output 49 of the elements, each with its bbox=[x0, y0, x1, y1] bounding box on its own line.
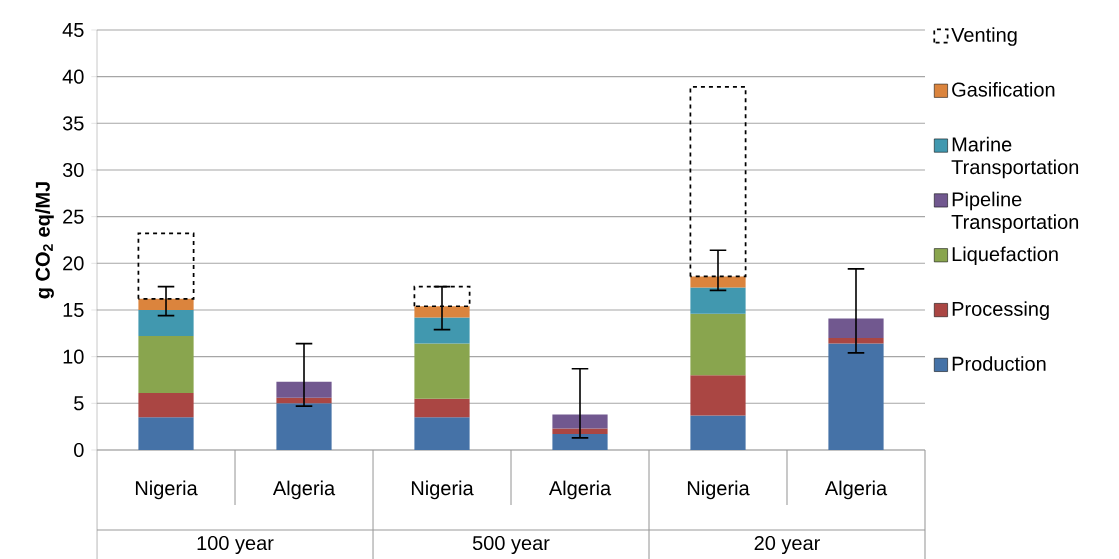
legend-label: Venting bbox=[951, 27, 1017, 46]
bar bbox=[276, 381, 332, 398]
bar bbox=[414, 343, 470, 399]
bar bbox=[828, 343, 884, 450]
x-tick-label: Nigeria bbox=[687, 480, 750, 500]
text: 100 year bbox=[197, 535, 274, 555]
text: 20 year bbox=[754, 535, 820, 555]
bar bbox=[414, 317, 470, 344]
x-tick-label: Algeria bbox=[824, 480, 888, 500]
bar bbox=[138, 417, 194, 450]
y-tick-label: 5 bbox=[74, 396, 84, 411]
x-tick-label: Algeria bbox=[272, 480, 336, 500]
y-tick-label: 35 bbox=[62, 116, 84, 131]
bar bbox=[690, 375, 746, 416]
bar bbox=[690, 313, 746, 376]
bar bbox=[828, 318, 884, 338]
x-tick-label: Algeria bbox=[548, 480, 612, 500]
bar bbox=[690, 276, 746, 288]
y-tick-label: 40 bbox=[62, 69, 84, 84]
legend-label: Gasification bbox=[952, 82, 1055, 97]
bar bbox=[414, 417, 470, 450]
bar bbox=[414, 398, 470, 418]
y-tick-label: 10 bbox=[63, 349, 84, 364]
x-tick-label: Nigeria bbox=[411, 480, 474, 500]
bar bbox=[552, 414, 608, 429]
x-tick-label: Nigeria bbox=[135, 480, 198, 500]
bar bbox=[690, 415, 746, 450]
y-tick-label: 25 bbox=[63, 209, 84, 224]
bar bbox=[552, 434, 608, 450]
bar bbox=[138, 393, 194, 418]
bar bbox=[276, 403, 332, 450]
y-tick-label: 0 bbox=[74, 442, 84, 458]
y-tick-label: 30 bbox=[62, 162, 84, 178]
y-tick-label: 45 bbox=[62, 23, 84, 37]
bar bbox=[414, 306, 470, 318]
legend-label: Liquefaction bbox=[952, 246, 1058, 266]
legend-label: Processing bbox=[952, 301, 1049, 320]
y-axis-title: g CO$_{2}$ eq/MJ bbox=[35, 182, 54, 299]
bar bbox=[690, 287, 746, 314]
text: 500 year bbox=[472, 535, 550, 555]
legend-label: Marine Transportation bbox=[951, 136, 1079, 179]
legend-label: Pipeline Transportation bbox=[951, 191, 1079, 233]
bar bbox=[138, 336, 194, 394]
bar bbox=[828, 337, 884, 344]
y-tick-label: 15 bbox=[63, 303, 84, 317]
y-tick-label: 20 bbox=[63, 256, 84, 271]
bar bbox=[138, 298, 194, 310]
bar bbox=[138, 309, 194, 337]
legend-label: Production bbox=[952, 356, 1046, 371]
